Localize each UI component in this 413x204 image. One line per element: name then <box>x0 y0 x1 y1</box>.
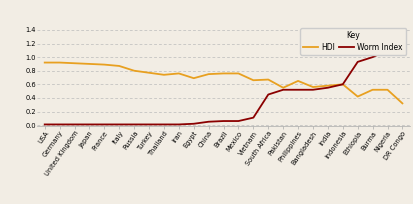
Legend: HDI, Worm Index: HDI, Worm Index <box>299 28 405 55</box>
